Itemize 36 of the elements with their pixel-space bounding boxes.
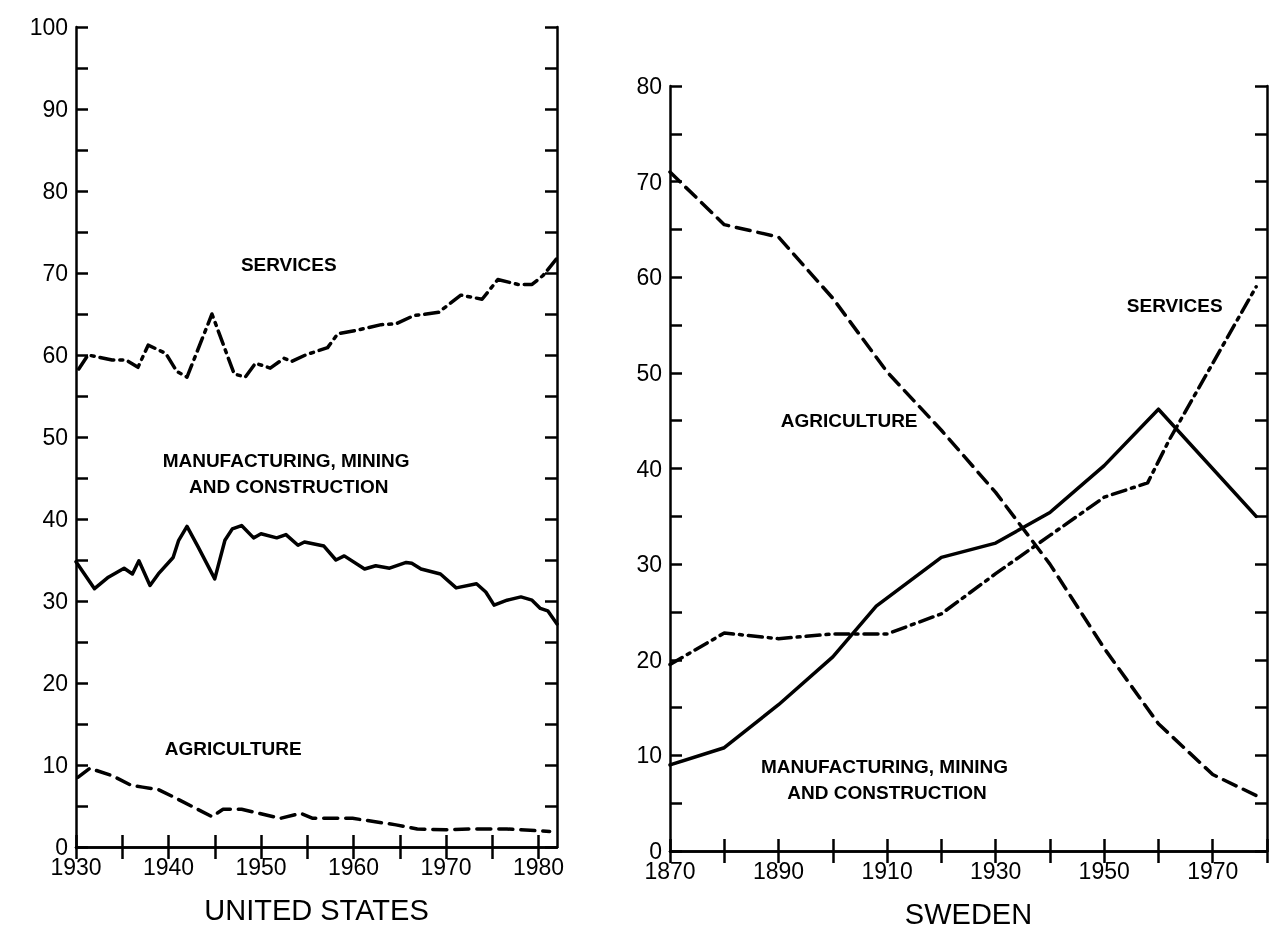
y-tick-label: 10 [42, 752, 68, 778]
series-label: MANUFACTURING, MINING AND CONSTRUCTION [162, 450, 415, 498]
series-label: AGRICULTURE [164, 738, 302, 760]
y-tick-label: 70 [636, 168, 662, 195]
y-tick-label: 100 [29, 14, 68, 40]
x-tick-label: 1930 [970, 857, 1022, 884]
y-tick-label: 30 [42, 588, 68, 614]
x-tick-label: 1960 [327, 853, 380, 880]
x-tick-label: 1910 [861, 857, 913, 884]
x-tick-label: 1950 [1078, 857, 1130, 884]
y-tick-label: 80 [42, 178, 68, 204]
x-tick-label: 1980 [512, 853, 565, 880]
x-tick-label: 1950 [235, 853, 287, 880]
x-tick-label: 1970 [1187, 857, 1239, 884]
series-label: SERVICES [1126, 295, 1223, 317]
y-tick-label: 60 [636, 264, 662, 291]
y-tick-label: 40 [636, 455, 662, 482]
x-tick-label: 1940 [142, 853, 195, 880]
x-axis-title: UNITED STATES [204, 893, 429, 926]
y-tick-label: 50 [636, 359, 662, 386]
y-tick-label: 40 [42, 506, 68, 532]
x-tick-label: 1890 [752, 857, 805, 884]
series-label: MANUFACTURING, MINING AND CONSTRUCTION [760, 755, 1014, 803]
y-tick-label: 20 [636, 646, 662, 673]
y-tick-label: 30 [636, 551, 662, 578]
y-tick-label: 50 [42, 424, 68, 450]
y-tick-label: 20 [42, 670, 68, 696]
y-tick-label: 10 [636, 742, 662, 769]
text: SERVICES [240, 254, 337, 276]
series-label: AGRICULTURE [780, 410, 918, 432]
y-tick-label: 70 [42, 260, 68, 286]
y-tick-label: 90 [42, 96, 68, 122]
y-tick-label: 80 [636, 73, 662, 99]
y-tick-label: 60 [42, 342, 68, 368]
x-axis-title: SWEDEN [904, 897, 1033, 930]
x-tick-label: 1970 [420, 853, 472, 880]
